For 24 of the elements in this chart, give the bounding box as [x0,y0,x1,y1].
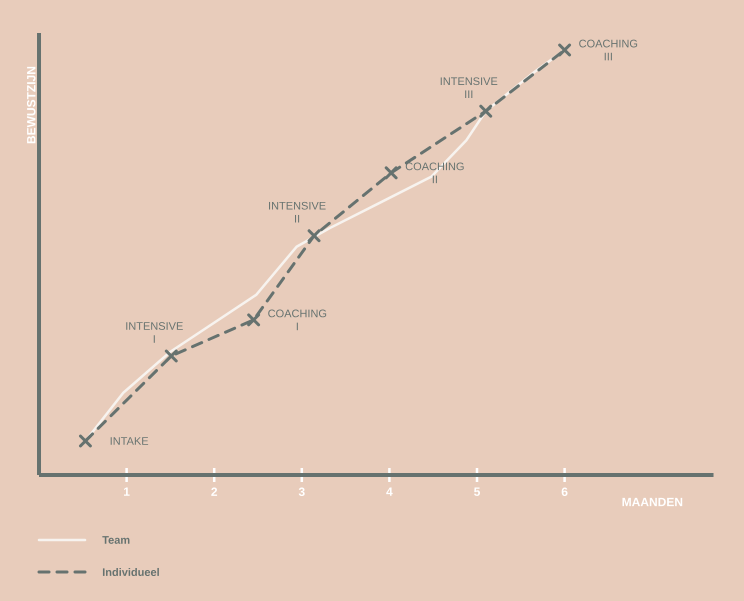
y-axis-title: BEWUSTZIJN [26,66,36,144]
point [479,104,492,118]
point [558,44,572,56]
point [247,313,260,326]
annotation: INTENSIVE II [269,202,326,223]
annotation: COACHING I [268,310,326,330]
point [164,350,178,362]
point [384,166,398,180]
point [78,434,92,448]
x-tick-label: 4 [386,488,393,496]
x-tick-label: 1 [124,488,130,496]
annotation: COACHING II [406,162,464,184]
annotation: INTAKE [110,437,148,445]
annotation: COACHING III [579,40,638,60]
x-tick-label: 3 [298,488,305,496]
x-tick-label: 5 [474,488,480,496]
legend-label: Individueel [102,568,159,576]
x-tick-label: 2 [211,488,218,496]
x-tick-label: 6 [562,488,568,496]
point [308,229,321,242]
x-axis-title: MAANDEN [622,498,682,506]
legend-label: Team [102,536,130,544]
annotation: INTENSIVE III [440,77,498,98]
annotation: INTENSIVE I [126,322,183,343]
